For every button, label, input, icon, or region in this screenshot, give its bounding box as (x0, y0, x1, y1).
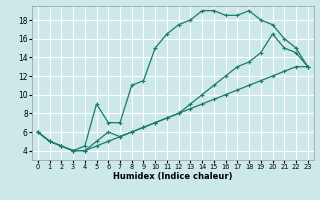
X-axis label: Humidex (Indice chaleur): Humidex (Indice chaleur) (113, 172, 233, 181)
